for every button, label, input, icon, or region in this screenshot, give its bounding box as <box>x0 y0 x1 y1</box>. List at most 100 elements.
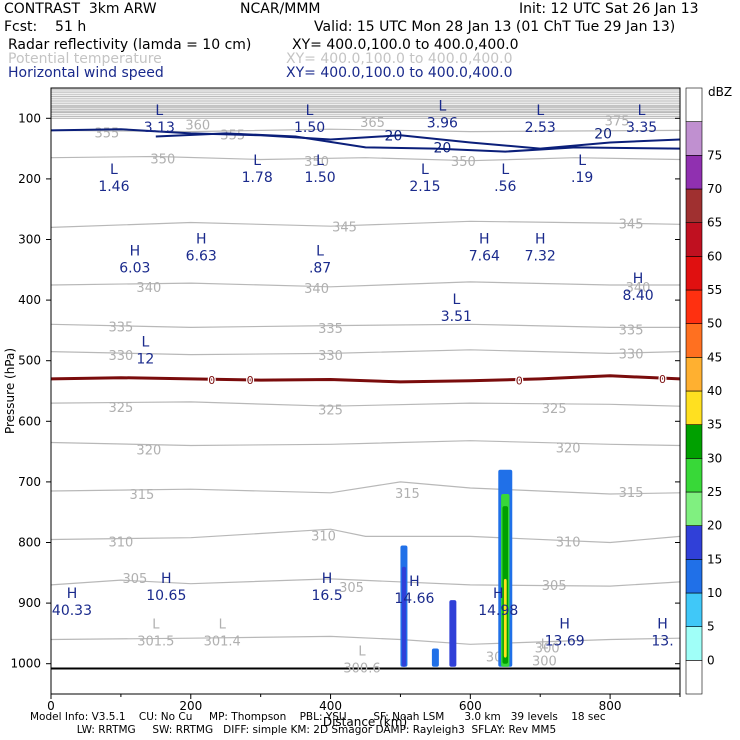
colorbar-swatch <box>685 121 703 156</box>
wind-extremum-value: 3.51 <box>441 309 472 325</box>
theta-contour-345 <box>51 220 680 228</box>
reflectivity-cell <box>401 566 407 667</box>
theta-contour-label: 350 <box>451 155 476 170</box>
wind-low-marker: L <box>578 153 586 169</box>
wind-extremum-value: 3.13 <box>144 120 175 136</box>
plot-frame <box>50 87 681 695</box>
theta-contour-label: 345 <box>332 220 357 235</box>
field2-name: Potential temperature <box>8 51 162 67</box>
wind-high-marker: H <box>479 232 490 248</box>
colorbar-tick-label: 25 <box>707 485 722 499</box>
theta-contour-325 <box>51 401 680 407</box>
wind-extremum-value: 14.66 <box>394 591 434 607</box>
colorbar-swatch <box>685 424 703 459</box>
theta-contour-310 <box>51 528 680 544</box>
theta-low-marker: L <box>152 617 160 632</box>
wind-extremum-value: 14.98 <box>478 603 518 619</box>
colorbar-tick-label: 5 <box>707 620 715 634</box>
theta-contour-label: 315 <box>395 487 420 502</box>
wind-low-marker: L <box>316 153 324 169</box>
colorbar-tick-label: 60 <box>707 249 722 263</box>
model-name: CONTRAST 3km ARW <box>4 1 157 17</box>
theta-contour-label: 355 <box>220 128 245 143</box>
theta-contour-label: 345 <box>619 217 644 232</box>
theta-contour-label: 335 <box>318 322 343 337</box>
wind-low-marker: L <box>316 244 324 260</box>
wind-low-marker: L <box>155 103 163 119</box>
wind-extremum-value: 2.15 <box>409 179 440 195</box>
wind-low-marker: L <box>501 162 509 178</box>
y-tick-label: 400 <box>18 293 41 307</box>
wind-extremum-value: 13. <box>651 633 673 649</box>
theta-contour-label: 315 <box>619 486 644 501</box>
x-tick-label: 200 <box>179 699 202 713</box>
colorbar-swatch <box>685 188 703 223</box>
theta-contour-label: 305 <box>542 579 567 594</box>
wind-low-marker: L <box>110 162 118 178</box>
wind-high-marker: H <box>535 232 546 248</box>
wind-high-marker: H <box>633 271 644 287</box>
theta-contour-label: 315 <box>129 488 154 503</box>
colorbar-swatch <box>685 525 703 560</box>
theta-contour-label: 305 <box>122 572 147 587</box>
theta-contour-label: 335 <box>108 320 133 335</box>
wind-high-marker: H <box>657 616 668 632</box>
colorbar-tick-label: 40 <box>707 384 722 398</box>
colorbar-tick-label: 20 <box>707 519 722 533</box>
colorbar-swatch <box>685 289 703 324</box>
y-tick-label: 300 <box>18 233 41 247</box>
theta-contour-335 <box>51 323 680 329</box>
theta-contour-label: 350 <box>150 153 175 168</box>
theta-extremum-value: 301.4 <box>204 634 241 649</box>
theta-contour-label: 310 <box>108 536 133 551</box>
y-tick-label: 100 <box>18 111 41 125</box>
wind-extremum-value: 3.35 <box>626 120 657 136</box>
colorbar-swatch <box>685 390 703 425</box>
zero-contour-label: 0 <box>247 374 254 387</box>
wind-extremum-value: 16.5 <box>311 588 342 604</box>
colorbar-swatch <box>685 491 703 526</box>
reflectivity-shading <box>400 469 513 667</box>
reflectivity-cell <box>431 648 439 667</box>
colorbar-swatch <box>685 155 703 190</box>
wind-extremum-value: 13.69 <box>545 633 585 649</box>
colorbar: 0 5 10 15 20 25 30 35 40 45 50 55 60 65 70 75 <box>685 87 722 695</box>
wind-extremum-value: 6.63 <box>186 249 217 265</box>
wind-extremum-value: 2.53 <box>525 120 556 136</box>
zero-contour-line <box>51 374 680 384</box>
wind-low-marker: L <box>306 103 314 119</box>
colorbar-tick-label: 30 <box>707 451 722 465</box>
colorbar-tick-label: 50 <box>707 317 722 331</box>
theta-contour-label: 330 <box>318 349 343 364</box>
theta-contour-label: 320 <box>136 443 161 458</box>
wind-extremum-value: .87 <box>309 261 331 277</box>
field3-name: Horizontal wind speed <box>8 65 164 81</box>
field3-xy: XY= 400.0,100.0 to 400.0,400.0 <box>286 65 513 81</box>
theta-contour-340 <box>51 281 680 288</box>
wind-extremum-value: .19 <box>571 170 593 186</box>
wind-contour-label: 20 <box>385 128 403 144</box>
y-tick-label: 500 <box>18 354 41 368</box>
theta-contour-label: 340 <box>304 282 329 297</box>
wind-high-marker: H <box>196 232 207 248</box>
wind-speed-contours: 20 20 20 <box>51 126 680 156</box>
theta-contour-label: 360 <box>185 119 210 134</box>
wind-extremum-value: 6.03 <box>119 261 150 277</box>
colorbar-swatch <box>685 458 703 493</box>
zero-contour-label: 0 <box>516 375 523 388</box>
wind-low-marker: L <box>638 103 646 119</box>
colorbar-swatch <box>685 323 703 358</box>
theta-contour-label: 340 <box>626 281 651 296</box>
wind-extremum-value: 8.40 <box>622 288 653 304</box>
zero-contour: 0 0 0 0 <box>51 372 680 670</box>
theta-contour-label: 320 <box>556 442 581 457</box>
theta-contour-label: 325 <box>318 403 343 418</box>
theta-contour-label: 310 <box>556 536 581 551</box>
zero-contour-label: 0 <box>659 373 666 386</box>
extrema-labels: L3.13L1.50L3.96L2.53L3.35L1.46L1.78L1.50… <box>52 98 674 676</box>
theta-low-marker: L <box>219 617 227 632</box>
wind-low-marker: L <box>141 335 149 351</box>
theta-contour-label: 300 <box>535 642 560 657</box>
field1-name: Radar reflectivity (lamda = 10 cm) <box>8 37 252 53</box>
